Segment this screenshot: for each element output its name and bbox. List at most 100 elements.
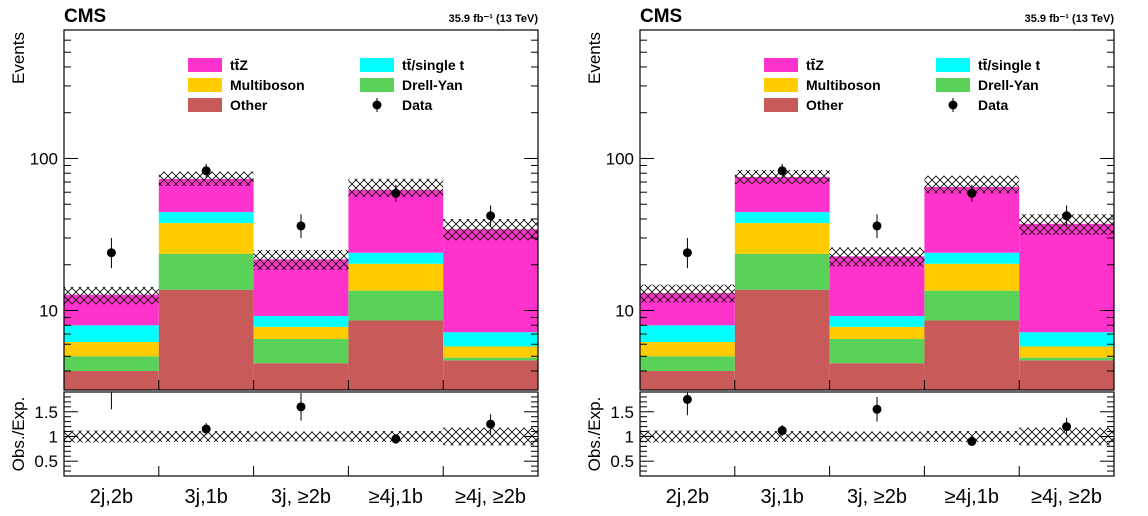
category-label-0: 2j,2b: [90, 486, 133, 508]
data-point-4: [486, 211, 496, 221]
ratio-band-1: [158, 431, 254, 442]
category-label-0: 2j,2b: [666, 486, 709, 508]
legend-label-3: Drell-Yan: [978, 77, 1039, 93]
category-label-2: 3j, ≥2b: [847, 486, 907, 508]
bar-multiboson-1: [734, 223, 830, 254]
y-axis-label: Events: [585, 32, 604, 84]
category-label-2: 3j, ≥2b: [271, 486, 331, 508]
data-point-4: [1062, 211, 1072, 221]
bar-ttsinglet-0: [640, 325, 735, 343]
bar-multiboson-2: [253, 326, 349, 339]
bar-other-2: [829, 363, 925, 390]
data-point-2: [872, 221, 882, 231]
ratio-tick-label-2: 1.5: [610, 403, 634, 422]
data-point-3: [391, 188, 401, 198]
ratio-axis-label: Obs./Exp.: [9, 397, 28, 472]
data-point-0: [682, 248, 692, 258]
category-label-4: ≥4j, ≥2b: [455, 486, 526, 508]
ratio-tick-label-0: 0.5: [610, 452, 634, 471]
bar-multiboson-2: [829, 326, 925, 339]
y-tick-label-0: 10: [615, 302, 634, 321]
bar-ttz-4: [443, 229, 538, 333]
uncertainty-band-0: [640, 284, 735, 303]
bar-other-3: [348, 320, 444, 390]
bar-drellyan-2: [253, 338, 349, 364]
bar-other-4: [443, 360, 538, 390]
bar-drellyan-4: [443, 357, 538, 361]
ratio-point-1: [777, 426, 787, 436]
ratio-point-0: [682, 394, 692, 404]
bar-other-1: [734, 289, 830, 390]
bar-ttz-4: [1019, 223, 1114, 333]
chart-panel-right: 10 100 CMS 35.9 fb⁻¹ (13 TeV) Events tt̄Z tt̄/…: [585, 6, 1115, 508]
bar-ttsinglet-4: [443, 332, 538, 347]
y-tick-label-1: 100: [30, 149, 58, 168]
uncertainty-band-3: [924, 175, 1020, 194]
ratio-tick-label-2: 1.5: [34, 403, 58, 422]
main-plot-frame: [639, 29, 1115, 391]
data-point-0: [106, 248, 116, 258]
ratio-band-4: [1019, 427, 1114, 446]
ratio-point-3: [391, 434, 401, 444]
bar-other-1: [158, 289, 254, 390]
bar-other-0: [640, 371, 735, 390]
ratio-point-2: [296, 402, 306, 412]
data-point-1: [777, 166, 787, 176]
bar-ttsinglet-2: [253, 316, 349, 327]
ratio-band-0: [64, 430, 159, 443]
ratio-band-2: [829, 431, 925, 442]
legend-label-0: tt̄Z: [230, 57, 248, 73]
legend-label-0: tt̄Z: [806, 57, 824, 73]
ratio-plot-frame: [639, 391, 1115, 477]
bar-multiboson-3: [348, 263, 444, 291]
main-plot-frame: [63, 29, 539, 391]
legend-swatch-4: [188, 98, 222, 112]
lumi-label: 35.9 fb⁻¹ (13 TeV): [449, 13, 539, 25]
ratio-point-4: [1062, 422, 1072, 432]
bar-other-3: [924, 320, 1020, 390]
ratio-band-4: [443, 427, 538, 446]
legend-label-5: Data: [978, 97, 1009, 113]
bar-multiboson-3: [924, 263, 1020, 291]
legend-swatch-0: [764, 58, 798, 72]
y-tick-label-0: 10: [39, 302, 58, 321]
bar-drellyan-0: [64, 356, 159, 372]
data-point-3: [967, 188, 977, 198]
bar-drellyan-1: [734, 253, 830, 290]
experiment-label: CMS: [640, 6, 682, 27]
legend-swatch-3: [360, 78, 394, 92]
legend-label-2: Multiboson: [230, 77, 305, 93]
ratio-point-4: [486, 419, 496, 429]
bar-drellyan-3: [924, 290, 1020, 321]
bar-ttsinglet-1: [734, 212, 830, 224]
data-point-1: [201, 166, 211, 176]
ratio-tick-label-1: 1: [625, 427, 634, 446]
uncertainty-band-1: [158, 171, 254, 186]
data-point-2: [296, 221, 306, 231]
y-axis-label: Events: [9, 32, 28, 84]
category-label-3: ≥4j,1b: [945, 486, 999, 508]
ratio-band-3: [924, 431, 1020, 442]
legend-label-1: tt̄/single t: [402, 57, 465, 73]
bar-ttsinglet-0: [64, 325, 159, 343]
ratio-plot-frame: [63, 391, 539, 477]
ratio-point-1: [201, 424, 211, 434]
legend-swatch-2: [764, 78, 798, 92]
bar-ttsinglet-1: [158, 212, 254, 224]
bar-multiboson-4: [443, 346, 538, 358]
ratio-tick-label-1: 1: [49, 427, 58, 446]
lumi-label: 35.9 fb⁻¹ (13 TeV): [1025, 13, 1115, 25]
ratio-band-1: [734, 431, 830, 442]
uncertainty-band-2: [829, 247, 925, 267]
category-label-1: 3j,1b: [185, 486, 228, 508]
legend-swatch-3: [936, 78, 970, 92]
bar-multiboson-0: [64, 342, 159, 357]
legend-swatch-4: [764, 98, 798, 112]
bar-drellyan-3: [348, 290, 444, 321]
bar-ttsinglet-3: [924, 252, 1020, 264]
bar-multiboson-4: [1019, 346, 1114, 358]
uncertainty-band-0: [64, 286, 159, 305]
bar-drellyan-2: [829, 338, 925, 364]
legend-label-1: tt̄/single t: [978, 57, 1041, 73]
legend-label-5: Data: [402, 97, 433, 113]
